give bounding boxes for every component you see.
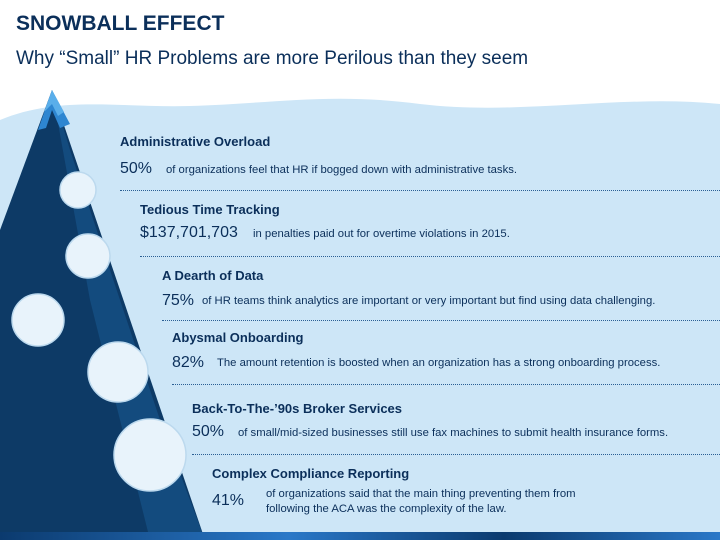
bottom-accent-bar bbox=[0, 532, 720, 540]
snowball-icon bbox=[113, 418, 187, 492]
item-stat: 75% bbox=[162, 292, 195, 309]
item-title: Administrative Overload bbox=[120, 134, 271, 149]
list-item: Complex Compliance Reporting 41% of orga… bbox=[212, 466, 720, 518]
item-title: Back-To-The-’90s Broker Services bbox=[192, 401, 403, 416]
mountain-peak bbox=[38, 90, 70, 130]
item-stat: 41% bbox=[212, 492, 245, 509]
item-stat: 50% bbox=[192, 423, 225, 440]
snowball-icon bbox=[87, 341, 149, 403]
item-title: Abysmal Onboarding bbox=[172, 330, 304, 345]
list-item: Tedious Time Tracking $137,701,703 in pe… bbox=[140, 202, 720, 257]
snowball-icon bbox=[65, 233, 111, 279]
sky-band bbox=[0, 98, 720, 540]
item-stat: 50% bbox=[120, 160, 153, 177]
item-description: of HR teams think analytics are importan… bbox=[202, 295, 656, 307]
list-item: A Dearth of Data 75% of HR teams think a… bbox=[162, 268, 720, 321]
item-stat: $137,701,703 bbox=[140, 224, 238, 241]
list-item: Administrative Overload 50% of organizat… bbox=[120, 134, 720, 191]
item-description: of organizations said that the main thin… bbox=[266, 488, 576, 515]
item-title: A Dearth of Data bbox=[162, 268, 264, 283]
snowball-icon bbox=[59, 171, 97, 209]
slide-title: SNOWBALL EFFECT bbox=[16, 12, 225, 35]
item-description: of organizations feel that HR if bogged … bbox=[166, 164, 518, 176]
item-description: The amount retention is boosted when an … bbox=[217, 357, 661, 369]
slide-subtitle: Why “Small” HR Problems are more Perilou… bbox=[16, 48, 529, 69]
item-stat: 82% bbox=[172, 354, 205, 371]
item-description: in penalties paid out for overtime viola… bbox=[253, 228, 510, 240]
item-title: Tedious Time Tracking bbox=[140, 202, 280, 217]
item-description: of small/mid-sized businesses still use … bbox=[238, 427, 669, 439]
list-item: Back-To-The-’90s Broker Services 50% of … bbox=[192, 401, 720, 455]
peak-icon bbox=[44, 90, 64, 116]
snowballs bbox=[11, 171, 187, 492]
snowball-icon bbox=[11, 293, 65, 347]
item-title: Complex Compliance Reporting bbox=[212, 466, 410, 481]
list-item: Abysmal Onboarding 82% The amount retent… bbox=[172, 330, 720, 385]
